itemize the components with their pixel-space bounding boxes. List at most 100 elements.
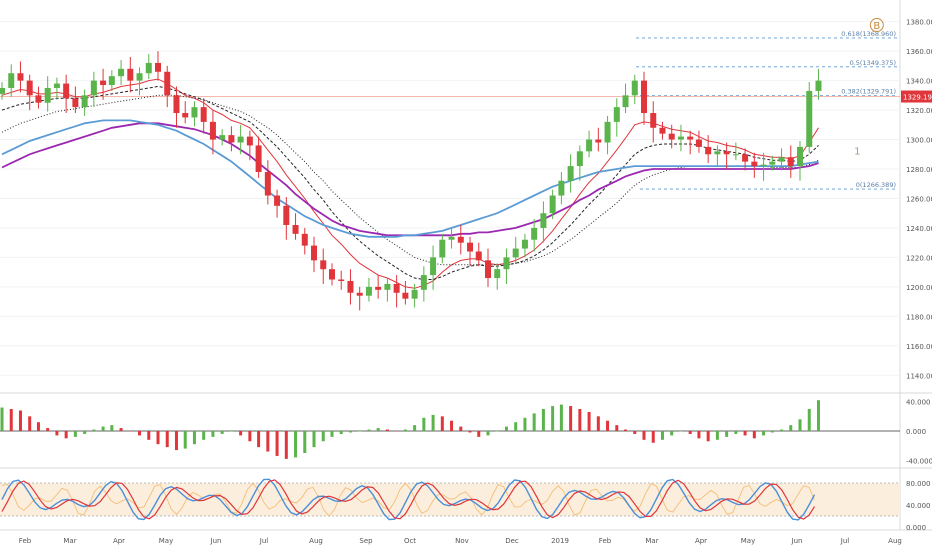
- oscillator-bar: [615, 425, 619, 431]
- candle-body: [173, 95, 180, 114]
- candle-body: [595, 139, 602, 143]
- candle-body: [760, 164, 767, 167]
- wave-labels: B2143Z12345: [854, 18, 884, 157]
- oscillator-bar: [36, 422, 40, 431]
- stochastic-panel[interactable]: 80.000 40.000 0.000: [0, 478, 931, 532]
- candle-body: [311, 245, 318, 261]
- candle-body: [155, 62, 162, 72]
- oscillator-bar: [275, 431, 279, 456]
- time-tick-label: 2019: [551, 537, 569, 545]
- candle-body: [8, 73, 15, 88]
- stochastic-tick-label: 0.000: [906, 524, 926, 532]
- oscillator-bar: [559, 404, 563, 431]
- candle-body: [338, 279, 345, 281]
- candle-body: [100, 80, 107, 86]
- candle-body: [549, 195, 556, 214]
- candle-body: [641, 80, 648, 114]
- wave-label: B: [873, 21, 880, 32]
- oscillator-bar: [679, 431, 683, 432]
- candle-body: [613, 107, 620, 122]
- oscillator-bar: [495, 431, 499, 432]
- price-tick-label: 1300.000: [906, 137, 932, 145]
- oscillator-bar: [770, 431, 774, 433]
- time-tick-label: Apr: [695, 537, 707, 545]
- oscillator-bar: [514, 422, 518, 431]
- oscillator-bar: [248, 431, 252, 442]
- time-tick-label: Oct: [404, 537, 416, 545]
- candle-body: [356, 292, 363, 296]
- time-tick-label: Feb: [19, 537, 32, 545]
- candle-body: [714, 151, 721, 155]
- oscillator-bar: [92, 429, 96, 431]
- oscillator-bar: [385, 429, 389, 431]
- candle-body: [219, 135, 226, 140]
- oscillator-tick-label: 0.000: [906, 428, 926, 436]
- candle-body: [604, 121, 611, 143]
- oscillator-bar: [376, 428, 380, 431]
- candle-body: [769, 161, 776, 165]
- candle-body: [200, 107, 207, 122]
- oscillator-bar: [688, 431, 692, 434]
- time-tick-label: Aug: [888, 537, 902, 545]
- candle-body: [485, 260, 491, 279]
- time-tick-label: Apr: [113, 537, 125, 545]
- price-tick-label: 1360.000: [906, 48, 932, 56]
- stochastic-band: [0, 483, 900, 516]
- oscillator-bar: [734, 431, 738, 434]
- candle-body: [35, 95, 42, 103]
- candle-body: [301, 233, 308, 246]
- oscillator-bar: [697, 431, 701, 439]
- candle-body: [439, 239, 446, 258]
- price-tick-label: 1220.000: [906, 254, 932, 262]
- oscillator-bar: [28, 416, 32, 431]
- candle-body: [274, 195, 281, 206]
- candle-body: [650, 113, 657, 128]
- price-tick-label: 1240.000: [906, 225, 932, 233]
- candle-body: [677, 136, 684, 140]
- candle-body: [687, 136, 694, 140]
- oscillator-bar: [633, 431, 637, 434]
- time-tick-label: Jul: [840, 537, 850, 545]
- stochastic-tick-label: 40.000: [906, 502, 931, 510]
- time-tick-label: Mar: [645, 537, 658, 545]
- fib-level-label: 0.382(1329.791): [841, 88, 896, 96]
- oscillator-bar: [83, 431, 87, 434]
- oscillator-bar: [477, 431, 481, 437]
- candle-body: [521, 239, 528, 249]
- candle-body: [292, 224, 299, 234]
- time-tick-label: Nov: [455, 537, 469, 545]
- candle-body: [457, 236, 464, 243]
- oscillator-bar: [532, 413, 536, 431]
- candle-body: [494, 269, 501, 279]
- oscillator-bar: [147, 431, 151, 440]
- wave-label-circle: [869, 18, 884, 33]
- candle-body: [503, 257, 510, 270]
- oscillator-bar: [422, 417, 426, 431]
- oscillator-tick-label: 40.000: [906, 399, 931, 407]
- oscillator-bar: [211, 431, 215, 437]
- oscillator-bar: [789, 425, 793, 431]
- candle-body: [145, 62, 152, 74]
- candle-body: [512, 248, 519, 258]
- candle-body: [430, 257, 437, 276]
- oscillator-bar: [743, 431, 747, 436]
- candle-body: [695, 139, 702, 147]
- candle-body: [448, 236, 455, 240]
- price-axis[interactable]: 1140.000 1160.000 1180.000 1200.000 1220.000…: [901, 19, 932, 381]
- time-tick-label: Aug: [309, 537, 323, 545]
- oscillator-panel[interactable]: 40.000 0.000 -40.000: [0, 399, 932, 466]
- time-axis[interactable]: Feb Mar Apr May Jun Jul Aug Sep Oct Nov Dec 2019 Feb…: [19, 537, 902, 545]
- candle-body: [53, 83, 60, 88]
- oscillator-bar: [73, 431, 77, 437]
- oscillator-bar: [569, 406, 573, 431]
- oscillator-bar: [165, 431, 169, 448]
- price-tick-label: 1200.000: [906, 284, 932, 292]
- oscillator-bar: [0, 407, 4, 431]
- time-tick-label: Jul: [259, 537, 269, 545]
- candle-body: [191, 107, 198, 118]
- oscillator-bar: [504, 426, 508, 431]
- oscillator-bar: [18, 410, 22, 431]
- candle-body: [467, 242, 474, 252]
